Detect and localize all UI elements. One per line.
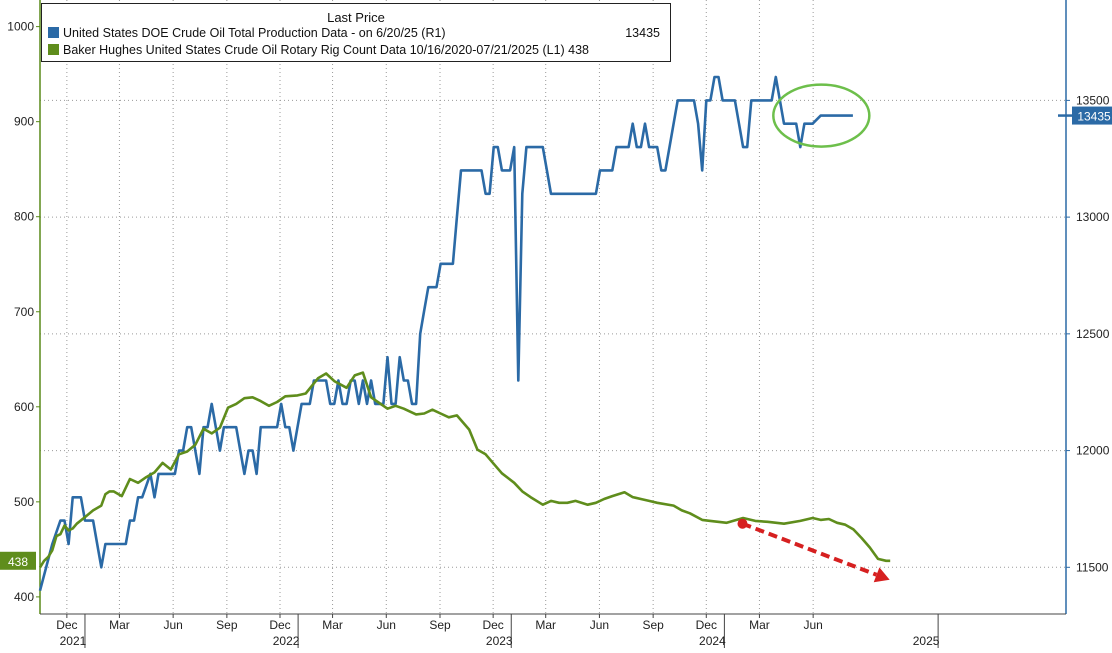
left-axis-tick-label: 1000 (7, 20, 34, 34)
right-axis-tick-label: 13500 (1076, 93, 1110, 107)
legend-entry-production: United States DOE Crude Oil Total Produc… (48, 26, 660, 42)
x-axis-month-label: Dec (696, 618, 717, 632)
annotations (737, 83, 890, 583)
trend-arrow-head (873, 567, 890, 583)
x-axis-month-label: Jun (590, 618, 609, 632)
x-axis-year-label: 2023 (486, 634, 513, 648)
left-axis-tick-label: 800 (14, 210, 34, 224)
production-last-value: 13435 (1077, 110, 1111, 124)
right-axis-tick-label: 12000 (1076, 444, 1110, 458)
rig-count-last-value: 438 (8, 555, 28, 569)
x-axis-month-label: Jun (803, 618, 822, 632)
rig-count-last-badge (0, 551, 36, 570)
production-last-badge (1072, 106, 1112, 125)
last-value-badges: 13435 438 (0, 106, 1112, 570)
left-axis-tick-label: 500 (14, 495, 34, 509)
x-axis-month-label: Dec (482, 618, 503, 632)
legend-title: Last Price (327, 10, 385, 25)
legend-entry-rig-count: Baker Hughes United States Crude Oil Rot… (48, 43, 660, 59)
production-line (38, 75, 853, 592)
x-axis-month-label: Mar (749, 618, 770, 632)
series (38, 75, 891, 592)
right-axis-tick-label: 12500 (1076, 327, 1110, 341)
axes: 400 500 600 700 800 900 1000 11500 12000 12500 130… (7, 0, 1110, 648)
left-axis-tick-label: 900 (14, 115, 34, 129)
highlight-ellipse (772, 83, 871, 148)
x-axis-year-label: 2025 (913, 634, 940, 648)
x-axis-month-label: Mar (535, 618, 556, 632)
x-axis-year-label: 2021 (60, 634, 87, 648)
right-axis-tick-label: 11500 (1076, 560, 1109, 574)
rig-count-line (38, 371, 891, 569)
legend-label-rig-count: Baker Hughes United States Crude Oil Rot… (63, 43, 590, 57)
x-axis-month-label: Jun (377, 618, 396, 632)
x-axis-month-label: Dec (56, 618, 77, 632)
left-axis-tick-label: 400 (14, 590, 34, 604)
legend-value-production: 13435 (625, 26, 660, 40)
legend: Last Price United States DOE Crude Oil T… (41, 3, 671, 62)
legend-swatch-production (48, 27, 59, 38)
x-axis-month-label: Jun (163, 618, 182, 632)
right-axis-tick-label: 13000 (1076, 210, 1110, 224)
x-axis-month-label: Mar (109, 618, 130, 632)
grid (40, 0, 1066, 614)
x-axis-month-label: Sep (216, 618, 238, 632)
left-axis-tick-label: 600 (14, 400, 34, 414)
x-axis-year-label: 2024 (699, 634, 726, 648)
x-axis-year-label: 2022 (273, 634, 300, 648)
left-axis-tick-label: 700 (14, 305, 34, 319)
x-axis-month-label: Sep (429, 618, 451, 632)
x-axis-month-label: Dec (269, 618, 290, 632)
x-axis-month-label: Mar (322, 618, 343, 632)
x-axis-month-label: Sep (642, 618, 664, 632)
legend-swatch-rig-count (48, 44, 59, 55)
legend-label-production: United States DOE Crude Oil Total Produc… (63, 26, 446, 40)
trend-arrow-shaft (741, 521, 878, 577)
